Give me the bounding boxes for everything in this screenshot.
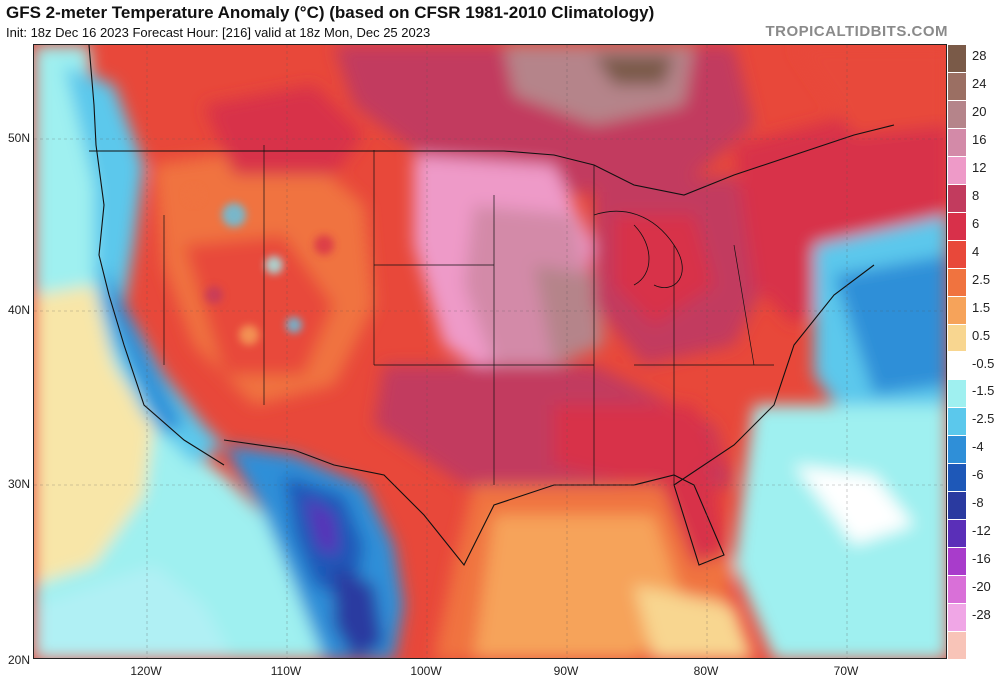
colorbar-label: 1.5 — [972, 299, 991, 315]
colorbar-level: 1.5 — [948, 295, 1000, 324]
lon-label-100w: 100W — [410, 664, 442, 678]
colorbar-swatch — [948, 183, 966, 212]
colorbar-label: 28 — [972, 48, 987, 63]
colorbar-level: -12 — [948, 519, 1000, 548]
colorbar-swatch — [948, 295, 966, 324]
great-lakes — [593, 210, 683, 288]
anomaly-map — [33, 44, 947, 659]
graticule — [34, 45, 946, 658]
colorbar-swatch — [948, 155, 966, 184]
colorbar-swatch — [948, 435, 966, 464]
colorbar-label: 24 — [972, 75, 987, 91]
colorbar-level: -16 — [948, 547, 1000, 576]
colorbar-swatch — [948, 211, 966, 240]
colorbar-label: -0.5 — [972, 355, 995, 371]
header: GFS 2-meter Temperature Anomaly (°C) (ba… — [0, 0, 1000, 44]
colorbar-swatch — [948, 379, 966, 408]
colorbar-label: 8 — [972, 187, 980, 203]
lon-label-80w: 80W — [693, 664, 719, 678]
colorbar-swatch — [948, 239, 966, 268]
colorbar-label: 20 — [972, 103, 987, 119]
colorbar-label: 6 — [972, 215, 980, 231]
colorbar-swatch — [948, 491, 966, 520]
colorbar-label: 12 — [972, 159, 987, 175]
colorbar-swatch — [948, 463, 966, 492]
west-coastline — [88, 45, 225, 466]
colorbar-swatch — [948, 407, 966, 436]
lat-label-30n: 30N — [7, 477, 30, 491]
colorbar-level: -6 — [948, 463, 1000, 492]
colorbar-swatch — [948, 71, 966, 100]
lon-label-110w: 110W — [270, 664, 302, 678]
canada-border — [89, 124, 895, 196]
colorbar-swatch — [948, 519, 966, 548]
colorbar-level: 28 — [948, 44, 1000, 72]
colorbar-level: -28 — [948, 603, 1000, 632]
lat-label-20n: 20N — [7, 653, 30, 667]
lat-label-50n: 50N — [7, 131, 30, 145]
boundaries — [88, 45, 895, 567]
colorbar-level: 12 — [948, 155, 1000, 184]
forecast-info: Init: 18z Dec 16 2023 Forecast Hour: [21… — [6, 25, 431, 40]
colorbar-label: -20 — [972, 579, 991, 595]
colorbar-label: 16 — [972, 131, 987, 147]
lat-label-40n: 40N — [7, 303, 30, 317]
colorbar-swatch — [948, 44, 966, 72]
lon-label-90w: 90W — [553, 664, 579, 678]
lon-label-120w: 120W — [130, 664, 162, 678]
colorbar-label: -2.5 — [972, 411, 995, 427]
mountain-detail — [186, 187, 334, 345]
colorbar-label: 2.5 — [972, 271, 991, 287]
colorbar-swatch — [948, 351, 966, 380]
colorbar-swatch — [948, 575, 966, 604]
colorbar-legend: 28 24 20 16 12 8 6 4 2.5 1.5 0.5 -0.5 -1.5 -2.5 -4 -6 -8… — [948, 44, 1000, 659]
colorbar-level: -2.5 — [948, 407, 1000, 436]
colorbar-level: -1.5 — [948, 379, 1000, 408]
colorbar-label: -4 — [972, 439, 984, 455]
colorbar-label: -28 — [972, 607, 991, 623]
colorbar-label: -16 — [972, 551, 991, 567]
colorbar-level: 16 — [948, 127, 1000, 156]
colorbar-swatch — [948, 547, 966, 576]
colorbar-label: -1.5 — [972, 383, 995, 399]
colorbar-level — [948, 631, 1000, 659]
colorbar-label: 0.5 — [972, 327, 991, 343]
colorbar-label: -8 — [972, 495, 984, 511]
anomaly-field — [34, 45, 946, 658]
colorbar-label: -6 — [972, 467, 984, 483]
colorbar-swatch — [948, 631, 966, 659]
colorbar-level: 24 — [948, 71, 1000, 100]
brand-watermark: TROPICALTIDBITS.COM — [765, 23, 948, 40]
colorbar-swatch — [948, 99, 966, 128]
colorbar-swatch — [948, 267, 966, 296]
colorbar-label: -12 — [972, 523, 991, 539]
colorbar-swatch — [948, 603, 966, 632]
colorbar-level: -20 — [948, 575, 1000, 604]
colorbar-label: 4 — [972, 243, 980, 259]
colorbar-level: -8 — [948, 491, 1000, 520]
colorbar-level: 2.5 — [948, 267, 1000, 296]
map-canvas — [34, 45, 946, 658]
colorbar-level: -0.5 — [948, 351, 1000, 380]
colorbar-swatch — [948, 127, 966, 156]
colorbar-level: 0.5 — [948, 323, 1000, 352]
lon-label-70w: 70W — [833, 664, 859, 678]
colorbar-level: -4 — [948, 435, 1000, 464]
colorbar-level: 8 — [948, 183, 1000, 212]
colorbar-swatch — [948, 323, 966, 352]
colorbar-level: 4 — [948, 239, 1000, 268]
colorbar-level: 20 — [948, 99, 1000, 128]
map-title: GFS 2-meter Temperature Anomaly (°C) (ba… — [6, 3, 655, 22]
colorbar-level: 6 — [948, 211, 1000, 240]
